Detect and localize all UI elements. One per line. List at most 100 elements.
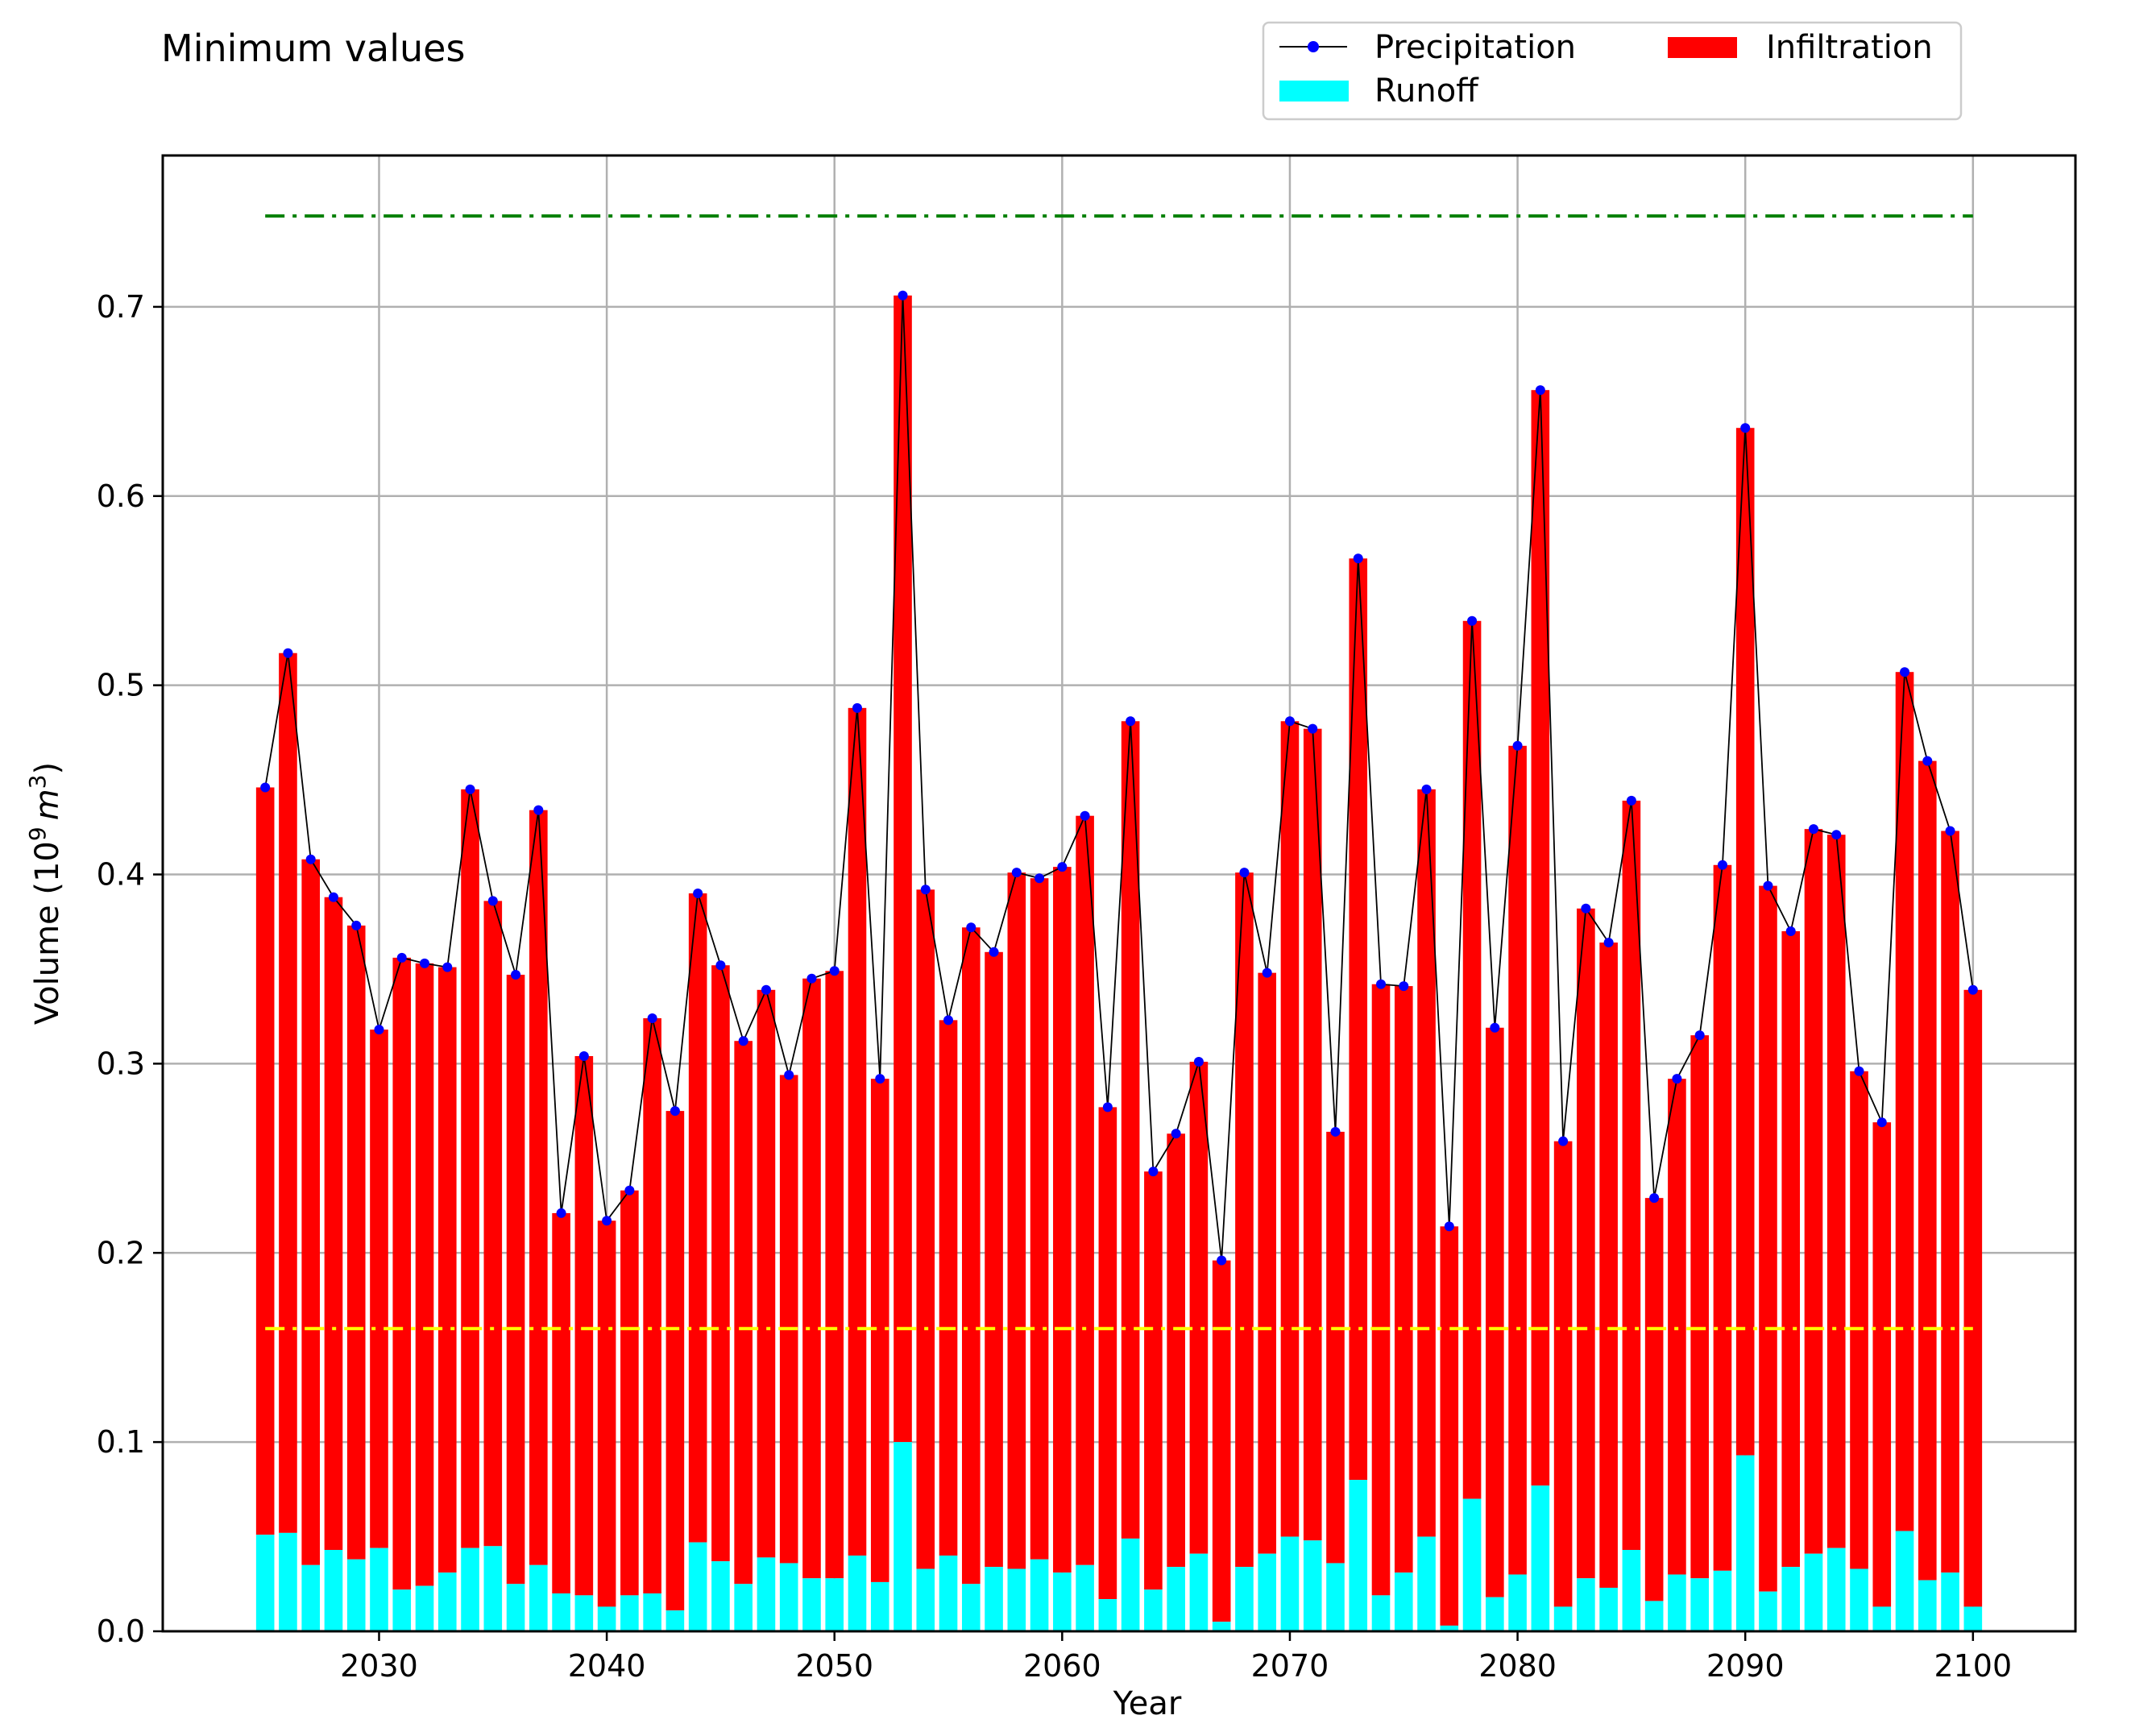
precipitation-point [1740, 423, 1751, 433]
infiltration-bar [346, 925, 366, 1560]
infiltration-bar [1121, 721, 1140, 1539]
runoff-bar [1918, 1580, 1937, 1631]
runoff-bar [825, 1578, 844, 1631]
precipitation-point [829, 966, 840, 976]
infiltration-bar [1053, 867, 1072, 1573]
y-axis-title-main: Volume (10 [29, 841, 66, 1025]
infiltration-bar [279, 653, 297, 1533]
infiltration-bar [1713, 864, 1732, 1571]
infiltration-bar [529, 810, 548, 1565]
precipitation-series [260, 290, 1978, 1266]
infiltration-bar [1326, 1131, 1345, 1564]
infiltration-bar [370, 1030, 388, 1548]
runoff-bar [370, 1547, 388, 1631]
precipitation-point [1649, 1193, 1660, 1204]
precipitation-point [511, 969, 521, 980]
runoff-bar [392, 1589, 412, 1631]
precipitation-point [1171, 1129, 1181, 1139]
infiltration-bar [1759, 885, 1777, 1592]
runoff-bar [301, 1564, 321, 1631]
precipitation-point [693, 889, 703, 898]
runoff-bar [688, 1542, 707, 1631]
infiltration-bar [870, 1079, 889, 1582]
infiltration-bar [1735, 428, 1755, 1456]
infiltration-bar [1189, 1062, 1209, 1554]
y-axis-title-close: ) [29, 762, 66, 775]
precipitation-point [715, 960, 726, 971]
x-tick-label: 2060 [1023, 1648, 1101, 1684]
infiltration-bar [1918, 760, 1937, 1581]
runoff-bar [1577, 1578, 1595, 1631]
bars [255, 295, 1983, 1631]
precipitation-point [738, 1036, 748, 1046]
runoff-bar [506, 1584, 525, 1631]
infiltration-bar [552, 1212, 570, 1594]
plot-frame [161, 154, 2077, 1633]
runoff-bar [1326, 1563, 1345, 1631]
runoff-bar [1030, 1559, 1049, 1631]
x-ticks: 2030 2040 2050 2060 2070 2080 2090 2100 [340, 1631, 2012, 1684]
legend-precipitation-label: Precipitation [1374, 29, 1576, 66]
legend-infiltration-swatch [1668, 37, 1737, 58]
y-tick-label: 0.3 [97, 1046, 145, 1081]
precipitation-point [1239, 868, 1250, 878]
x-tick-label: 2070 [1251, 1648, 1329, 1684]
precipitation-point [1535, 385, 1545, 396]
runoff-bar [1963, 1606, 1983, 1631]
infiltration-bar [734, 1041, 753, 1585]
precipitation-point [1330, 1126, 1341, 1137]
precipitation-point [966, 922, 976, 933]
runoff-bar [437, 1572, 457, 1631]
precipitation-point [1421, 784, 1432, 794]
runoff-bar [1486, 1597, 1504, 1631]
precipitation-point [875, 1074, 885, 1084]
infiltration-bar [1577, 908, 1595, 1579]
runoff-bar [779, 1563, 798, 1631]
infiltration-bar [961, 927, 981, 1585]
infiltration-bar [1303, 728, 1322, 1541]
runoff-bar [734, 1584, 753, 1631]
precipitation-point [1854, 1066, 1864, 1076]
precipitation-point [1808, 824, 1818, 835]
legend-runoff-swatch [1279, 81, 1349, 102]
y-tick-label: 0.7 [97, 289, 145, 325]
infiltration-bar [802, 978, 821, 1579]
legend-infiltration-label: Infiltration [1766, 29, 1933, 66]
runoff-bar [1121, 1538, 1140, 1631]
infiltration-bar [506, 974, 525, 1585]
precipitation-point [578, 1050, 589, 1061]
y-tick-label: 0.5 [97, 668, 145, 703]
runoff-bar [1713, 1570, 1732, 1631]
runoff-bar [1872, 1606, 1892, 1631]
runoff-bar [1007, 1568, 1026, 1631]
runoff-bar [1644, 1601, 1664, 1631]
runoff-bar [1668, 1574, 1686, 1631]
plot-area: 2030 2040 2050 2060 2070 2080 2090 2100 0.00.10… [97, 154, 2077, 1684]
infiltration-bar [597, 1220, 616, 1607]
runoff-bar [1462, 1498, 1482, 1631]
y-tick-label: 0.2 [97, 1235, 145, 1270]
precipitation-point [1148, 1166, 1159, 1177]
infiltration-bar [1280, 721, 1300, 1537]
runoff-bar [1508, 1574, 1527, 1631]
runoff-bar [1759, 1591, 1777, 1631]
runoff-bar [1371, 1595, 1391, 1631]
infiltration-bar [1668, 1079, 1686, 1575]
precipitation-point [1763, 880, 1773, 891]
infiltration-bar [1349, 558, 1368, 1481]
reference-lines [265, 214, 1973, 1331]
runoff-bar [1735, 1455, 1755, 1631]
y-axis-title-exponent: 9 [24, 827, 51, 841]
legend-precipitation-marker [1308, 41, 1319, 52]
infiltration-bar [1144, 1171, 1163, 1590]
infiltration-bar [255, 787, 275, 1535]
precipitation-point [420, 958, 430, 968]
precipitation-point [1126, 716, 1136, 727]
precipitation-point [260, 782, 271, 793]
runoff-bar [1440, 1625, 1459, 1631]
y-axis-title-unit-exponent: 3 [24, 774, 51, 789]
infiltration-bar [779, 1075, 798, 1564]
infiltration-bar [1804, 829, 1823, 1554]
runoff-bar [597, 1606, 616, 1631]
runoff-bar [1098, 1599, 1117, 1631]
